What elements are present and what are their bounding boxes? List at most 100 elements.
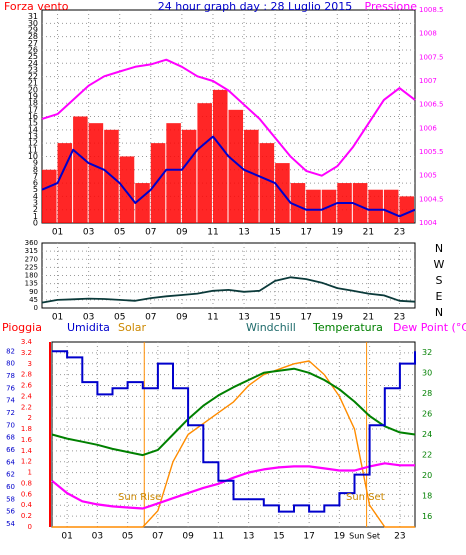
wind-speed-y-tick: 17 — [28, 105, 38, 114]
wind-speed-y-tick: 6 — [33, 179, 38, 188]
temperature-humidity-plot-frame — [51, 341, 416, 528]
wind-chart-x-tick: 07 — [145, 228, 156, 238]
wind-gust-bar — [259, 143, 275, 223]
humidity-y-tick: 62 — [6, 471, 15, 479]
rain-y-tick: 0.8 — [21, 479, 32, 487]
weather-x-tick: 05 — [122, 532, 133, 542]
wind-gust-bar — [399, 196, 414, 223]
weather-x-tick: 07 — [152, 532, 163, 542]
wind-chart-x-tick: 03 — [83, 228, 94, 238]
wind-chart-x-tick: 19 — [332, 228, 344, 238]
temperature-line — [51, 367, 416, 457]
wind-gust-bar — [197, 103, 212, 223]
wind-gust-bar — [212, 89, 228, 223]
wind-speed-y-tick: 10 — [28, 152, 38, 161]
rain-y-tick: 0.2 — [21, 512, 32, 520]
wind-speed-y-tick: 4 — [33, 192, 38, 201]
wind-direction-x-tick: 11 — [207, 313, 218, 323]
rain-y-tick: 1.4 — [21, 447, 33, 455]
wind-speed-y-tick: 28 — [28, 32, 38, 41]
wind-direction-x-tick: 07 — [145, 313, 156, 323]
wind-speed-y-tick: 9 — [33, 159, 38, 168]
wind-direction-x-tick: 09 — [176, 313, 188, 323]
rain-y-tick: 1 — [28, 469, 32, 477]
wind-gust-bar — [119, 156, 135, 223]
pressure-y-tick: 1004.5 — [419, 195, 444, 203]
rain-y-tick: 1.2 — [21, 458, 32, 466]
wind-speed-line — [41, 135, 416, 218]
wind-speed-y-tick: 12 — [28, 139, 38, 148]
wind-speed-y-tick: 16 — [28, 112, 38, 121]
wind-gust-bar — [244, 129, 259, 223]
rain-y-tick: 2.8 — [21, 371, 32, 379]
wind-direction-y-tick: 315 — [25, 247, 38, 255]
humidity-y-tick: 58 — [6, 495, 15, 503]
temperature-y-tick: 32 — [422, 348, 432, 357]
wind-direction-x-tick: 13 — [238, 313, 249, 323]
wind-speed-y-tick: 8 — [33, 165, 38, 174]
wind-gust-bar — [150, 143, 166, 223]
temperature-label: Temperatura — [312, 321, 383, 334]
wind-gust-bar — [135, 183, 150, 223]
humidity-y-tick: 80 — [6, 360, 15, 368]
solar-line — [52, 360, 415, 528]
wind-speed-y-tick: 14 — [28, 125, 38, 134]
wind-speed-y-tick: 26 — [28, 45, 38, 54]
wind-gust-bar — [73, 116, 88, 223]
temperature-y-tick: 30 — [422, 368, 432, 377]
wind-gust-bar — [57, 143, 73, 223]
humidity-y-tick: 60 — [6, 483, 15, 491]
rain-y-tick: 2.4 — [21, 392, 33, 400]
wind-speed-y-tick: 11 — [28, 145, 38, 154]
wind-gust-bar — [306, 189, 321, 223]
rain-y-tick: 3.4 — [21, 338, 33, 346]
rain-y-tick: 2 — [28, 414, 32, 422]
wind-direction-line — [41, 276, 416, 304]
humidity-y-tick: 66 — [6, 446, 15, 454]
wind-speed-y-tick: 15 — [28, 119, 38, 128]
wind-speed-y-tick: 0 — [33, 219, 38, 228]
wind-speed-y-tick: 30 — [28, 19, 38, 28]
wind-gust-bar — [368, 189, 383, 223]
wind-speed-y-tick: 24 — [28, 59, 38, 68]
solar-label: Solar — [118, 321, 147, 334]
rain-y-tick: 2.6 — [21, 382, 33, 390]
wind-direction-x-tick: 05 — [114, 313, 125, 323]
rain-y-tick: 0.4 — [21, 501, 33, 509]
wind-chart-x-tick: 01 — [52, 228, 63, 238]
pressure-y-tick: 1006.5 — [419, 101, 444, 109]
wind-speed-y-tick: 20 — [28, 85, 38, 94]
rain-y-tick: 0 — [28, 523, 32, 531]
wind-chart-x-tick: 23 — [394, 228, 405, 238]
wind-speed-y-tick: 7 — [33, 172, 38, 181]
wind-gust-bar — [228, 109, 244, 223]
wind-chart-x-tick: 09 — [176, 228, 188, 238]
wind-direction-x-tick: 03 — [83, 313, 94, 323]
wind-chart-x-tick: 15 — [269, 228, 280, 238]
wind-gust-bar — [352, 183, 368, 223]
wind-speed-y-tick: 3 — [33, 199, 38, 208]
wind-speed-y-tick: 22 — [28, 72, 38, 81]
wind-speed-y-tick: 25 — [28, 52, 38, 61]
wind-speed-y-tick: 2 — [33, 205, 38, 214]
weather-x-tick: 13 — [243, 532, 254, 542]
pressure-line — [41, 58, 416, 177]
wind-speed-y-tick: 29 — [28, 25, 38, 34]
weather-x-tick: 03 — [92, 532, 103, 542]
wind-speed-y-tick: 23 — [28, 65, 38, 74]
wind-direction-x-tick: 01 — [52, 313, 63, 323]
weather-x-tick: 23 — [394, 532, 405, 542]
wind-direction-x-tick: 19 — [332, 313, 344, 323]
wind-direction-y-tick: 90 — [29, 288, 38, 296]
weather-x-tick: 09 — [182, 532, 194, 542]
pressure-label: Pressione — [365, 0, 418, 13]
temperature-y-tick: 26 — [422, 409, 432, 418]
compass-label: N — [435, 242, 443, 255]
humidity-y-tick: 78 — [6, 372, 15, 380]
humidity-y-tick: 68 — [6, 434, 15, 442]
rain-label: Pioggia — [2, 321, 42, 334]
windchill-label: Windchill — [246, 321, 296, 334]
rain-y-tick: 2.2 — [21, 403, 32, 411]
weather-x-tick-sunset: Sun Set — [349, 532, 380, 541]
wind-direction-plot-frame — [41, 242, 416, 309]
